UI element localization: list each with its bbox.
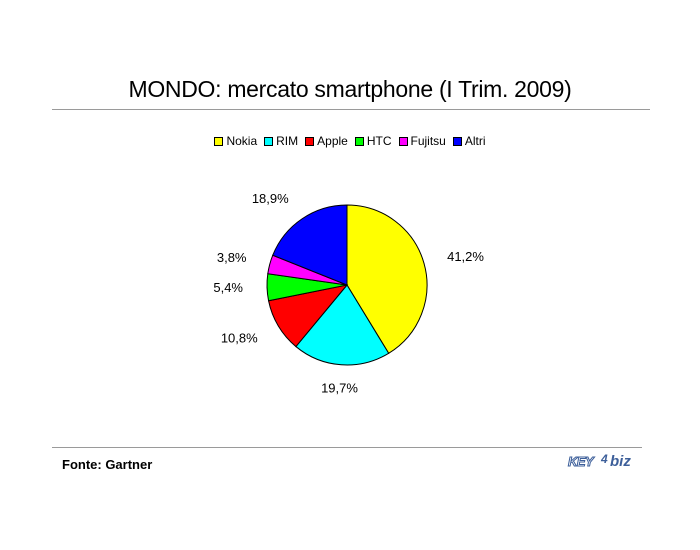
legend-swatch-fujitsu [398, 136, 408, 146]
pie-slice-rim [295, 284, 390, 366]
pie-label-htc: 5,4% [213, 280, 243, 295]
chart-title: MONDO: mercato smartphone (I Trim. 2009) [128, 76, 572, 102]
bottom-divider [52, 447, 642, 448]
legend-item-htc: HTC [354, 134, 392, 148]
legend-swatch-rim [264, 136, 274, 146]
legend-swatch-htc [354, 136, 364, 146]
brand-logo: KEY 4 biz [567, 452, 640, 472]
pie-label-apple: 10,8% [221, 330, 258, 345]
pie-slice-altri [272, 204, 348, 286]
pie-label-rim: 19,7% [321, 381, 358, 396]
legend-swatch-apple [305, 136, 315, 146]
logo-key-text: KEY [567, 454, 594, 470]
pie-slice-nokia [346, 204, 428, 354]
legend-label-rim: RIM [276, 134, 299, 148]
logo-biz-text: biz [610, 453, 631, 470]
legend-item-fujitsu: Fujitsu [398, 134, 446, 148]
source-note: Fonte: Gartner [62, 457, 153, 472]
top-divider [52, 109, 650, 110]
legend-label-nokia: Nokia [226, 134, 258, 148]
legend-swatch-nokia [214, 136, 224, 146]
legend-label-altri: Altri [464, 134, 486, 148]
chart-legend: Nokia RIM Apple HTC Fujitsu Altri [0, 134, 700, 148]
legend-item-rim: RIM [264, 134, 298, 148]
pie-label-nokia: 41,2% [447, 249, 484, 264]
legend-swatch-altri [452, 136, 462, 146]
legend-item-apple: Apple [305, 134, 348, 148]
pie-label-fujitsu: 3,8% [217, 250, 247, 265]
logo-number-text: 4 [601, 452, 608, 466]
legend-label-htc: HTC [366, 134, 392, 148]
legend-label-apple: Apple [317, 134, 348, 148]
pie-label-altri: 18,9% [252, 191, 289, 206]
legend-item-altri: Altri [452, 134, 486, 148]
legend-item-nokia: Nokia [214, 134, 257, 148]
legend-label-fujitsu: Fujitsu [410, 134, 446, 148]
